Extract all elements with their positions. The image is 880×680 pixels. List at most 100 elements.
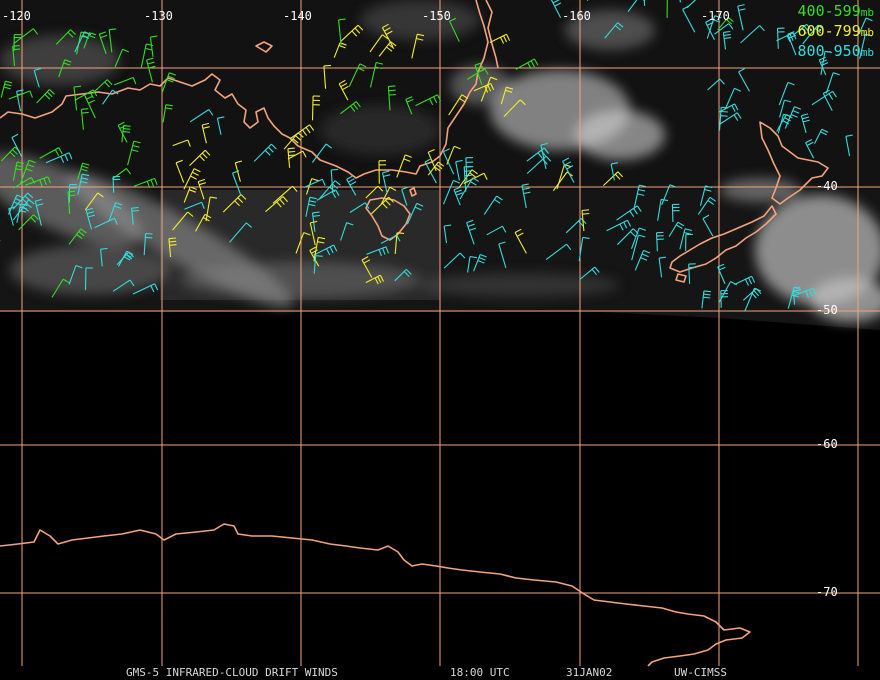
wind-barb (720, 290, 729, 308)
wind-barb (643, 0, 646, 6)
wind-barb (722, 30, 732, 50)
wind-barb (346, 175, 357, 196)
wind-barb (738, 68, 750, 92)
wind-barb (545, 243, 572, 261)
legend-range: 600-799 (797, 22, 861, 40)
wind-barb (459, 177, 479, 200)
wind-barb (707, 78, 725, 91)
wind-barb (67, 190, 76, 214)
wind-barb (172, 211, 194, 231)
wind-barb (94, 217, 118, 229)
wind-barbs (0, 0, 873, 312)
wind-barb (92, 79, 113, 94)
wind-barb (68, 264, 83, 285)
graticule (0, 0, 880, 666)
wind-barb (143, 232, 153, 256)
legend-range: 800-950 (797, 42, 861, 60)
wind-barb (740, 25, 765, 44)
wind-barb (11, 133, 23, 157)
wind-barb (427, 148, 437, 172)
wind-barb (338, 79, 349, 101)
wind-barb (121, 125, 131, 143)
wind-barb (701, 290, 711, 309)
wind-barb (671, 203, 680, 223)
wind-barb (98, 31, 108, 54)
wind-barb (699, 185, 713, 206)
wind-barb (776, 114, 793, 132)
caption-product: GMS-5 INFRARED-CLOUD DRIFT WINDS (126, 666, 338, 679)
wind-barb (633, 184, 647, 210)
wind-barb (550, 0, 562, 18)
wind-barb (578, 236, 590, 262)
wind-barb (778, 81, 795, 106)
lon-label-120: -120 (2, 9, 31, 23)
lat-label-50: -50 (816, 303, 838, 317)
wind-barb (467, 256, 478, 273)
wind-barb (371, 196, 394, 215)
wind-barb (34, 198, 44, 226)
wind-barb (112, 279, 135, 292)
wind-barb (658, 256, 667, 278)
kangaroo-island (255, 41, 273, 53)
wind-barb (189, 149, 211, 166)
wind-barb (184, 201, 205, 210)
wind-barb (305, 178, 319, 195)
wind-barb (581, 209, 590, 232)
wind-barb (348, 63, 367, 87)
wind-barb (668, 221, 685, 237)
legend-unit: mb (860, 26, 874, 39)
wind-barb (498, 241, 507, 269)
wind-barb (521, 183, 531, 209)
wind-barb (381, 170, 391, 194)
pressure-legend: 400-599mb 600-799mb 800-950mb (798, 2, 874, 62)
wind-barb (455, 159, 463, 181)
wind-barb (661, 184, 677, 206)
new-zealand-south-island (669, 205, 777, 273)
wind-barb (205, 196, 218, 222)
wind-barb (686, 0, 697, 9)
wind-barb (8, 90, 33, 100)
wind-barb (604, 22, 624, 39)
wind-barb (111, 168, 132, 180)
lat-label-40: -40 (816, 179, 838, 193)
wind-barb (77, 162, 90, 180)
wind-barb (631, 234, 646, 261)
wind-barb (231, 170, 242, 196)
wind-barb (58, 59, 72, 78)
wind-barb (465, 157, 474, 184)
wind-barb (216, 116, 225, 135)
wind-barb (859, 33, 873, 59)
wind-barb (540, 142, 548, 170)
wind-barb (776, 27, 785, 49)
wind-barb (116, 251, 135, 266)
new-zealand-north-island (759, 121, 829, 205)
wind-barb (565, 218, 587, 234)
wind-barb (340, 222, 354, 241)
wind-barb (378, 41, 397, 57)
wind-barb (717, 16, 734, 31)
wind-barb (311, 95, 321, 121)
wind-barb (338, 18, 346, 46)
wind-barb (579, 266, 600, 280)
wind-barb (55, 29, 76, 45)
wind-barb (18, 214, 39, 231)
wind-barb (515, 58, 539, 70)
wind-barb (473, 253, 487, 272)
wind-barb (411, 33, 425, 59)
wind-barb (718, 106, 729, 131)
wind-barb (365, 274, 384, 285)
legend-unit: mb (860, 6, 874, 19)
wind-barb (406, 202, 424, 225)
wind-barb (500, 86, 514, 105)
wind-barb (330, 168, 339, 193)
wind-barb (666, 0, 668, 18)
wind-barb (108, 202, 123, 222)
wind-barb (805, 139, 815, 159)
wind-barb (13, 34, 22, 51)
wind-barb (201, 122, 210, 144)
wind-barb (401, 186, 409, 206)
wind-barb (340, 24, 364, 42)
wind-barb (265, 196, 289, 213)
coastlines (0, 0, 829, 667)
wind-barb (311, 143, 333, 163)
